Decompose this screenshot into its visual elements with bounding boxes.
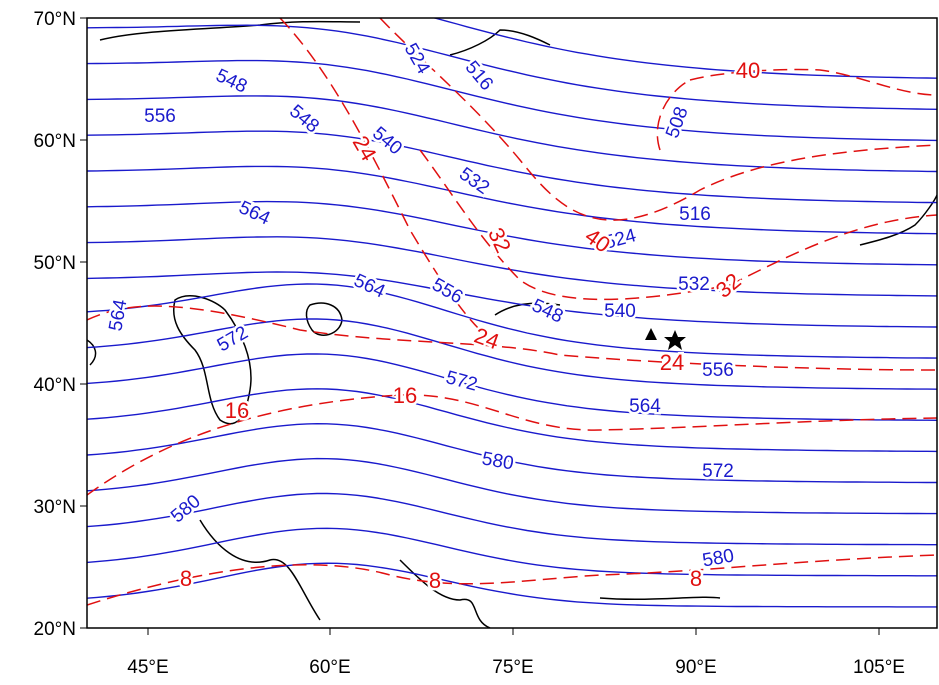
- lon-tick-label: 75°E: [492, 657, 533, 678]
- lat-tick-label: 30°N: [34, 497, 76, 518]
- height-contour: [87, 353, 937, 421]
- isotherm: [689, 68, 937, 96]
- height-contour: [87, 388, 937, 453]
- star-marker: [664, 330, 686, 350]
- isotherm: [419, 149, 937, 301]
- isotherm: [279, 18, 481, 331]
- coast: [449, 29, 551, 56]
- height-label: 540: [604, 301, 636, 322]
- lon-tick-label: 105°E: [853, 657, 905, 678]
- lat-tick-label: 20°N: [34, 619, 76, 640]
- height-contours: [87, 18, 937, 608]
- height-label: 556: [702, 360, 734, 381]
- temperature-label: 16: [393, 383, 417, 408]
- coast: [87, 339, 97, 366]
- isotherm: [87, 554, 937, 606]
- temperature-label: 8: [690, 566, 702, 591]
- temperature-label: 16: [225, 398, 249, 423]
- temperature-label: 8: [180, 566, 192, 591]
- frame: [86, 17, 938, 629]
- coast: [199, 519, 321, 621]
- axes: 70°N 60°N 50°N 40°N 30°N 20°N 45°E 60°E 75°E 90°E…: [34, 9, 905, 678]
- height-contour: [87, 527, 937, 577]
- height-label: 572: [702, 461, 734, 482]
- height-contour: [87, 457, 937, 515]
- isotherm: [656, 79, 691, 151]
- caspian: [173, 295, 252, 425]
- lon-tick-label: 60°E: [309, 657, 350, 678]
- temperature-contours: [87, 18, 937, 606]
- lon-tick-label: 45°E: [127, 657, 168, 678]
- coast: [859, 194, 937, 246]
- height-contour: [87, 200, 937, 266]
- markers: [645, 328, 686, 350]
- temperature-label: 8: [429, 568, 441, 593]
- height-contour: [87, 422, 937, 484]
- height-contour: [87, 492, 937, 546]
- temperature-label: 40: [736, 58, 760, 83]
- height-contour: [87, 59, 937, 142]
- height-label: 556: [144, 106, 176, 127]
- aral: [305, 302, 343, 336]
- height-contour: [87, 130, 937, 204]
- height-contour: [87, 165, 937, 235]
- height-contour: [87, 95, 937, 173]
- height-label: 564: [629, 396, 661, 417]
- lat-tick-label: 60°N: [34, 131, 76, 152]
- isotherm: [87, 394, 937, 496]
- height-contour: [87, 562, 937, 608]
- isotherm: [87, 305, 937, 371]
- height-contour: [87, 271, 937, 328]
- isotherm: [379, 18, 937, 221]
- coast: [599, 596, 721, 600]
- triangle-marker: [645, 328, 657, 340]
- coast: [399, 559, 491, 628]
- height-contour: [432, 18, 937, 79]
- lat-tick-label: 40°N: [34, 375, 76, 396]
- temperature-label: 24: [660, 350, 684, 375]
- height-contour: [87, 236, 937, 297]
- lon-tick-label: 90°E: [675, 657, 716, 678]
- height-contour: [87, 24, 937, 110]
- height-label: 532: [678, 274, 710, 295]
- lat-tick-label: 50°N: [34, 253, 76, 274]
- height-contour: [87, 283, 937, 359]
- height-label: 516: [679, 204, 711, 225]
- lat-tick-label: 70°N: [34, 9, 76, 30]
- height-contour: [87, 318, 937, 390]
